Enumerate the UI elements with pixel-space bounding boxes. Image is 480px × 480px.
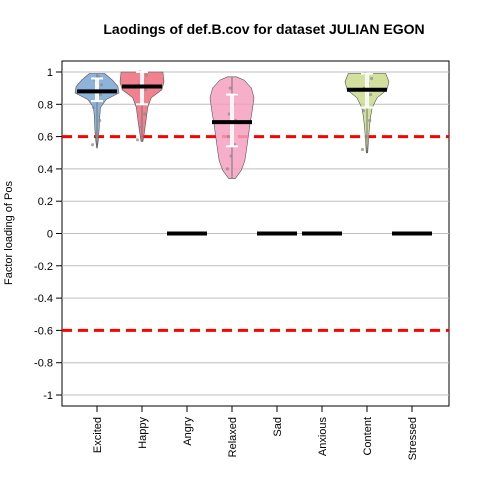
x-axis-ticks: Excited Happy Angry Relaxed Sad Anxious Conten… [92,406,419,460]
y-tick-label: -0.2 [34,261,53,273]
y-tick-label: 0.4 [38,164,53,176]
y-tick-label: 0.6 [38,132,53,144]
grid-lines [62,71,449,396]
data-point [135,138,140,142]
data-point [369,76,374,81]
data-point [144,73,149,77]
y-tick-label: 1 [47,67,53,79]
data-point [225,167,230,171]
x-tick-label: Happy [137,417,149,449]
y-tick-label: 0.2 [38,196,53,208]
violin-group [344,72,390,154]
x-tick-label: Content [362,417,374,456]
data-point [144,88,148,92]
y-axis-title: Factor loading of Pos [3,181,15,285]
reference-lines [62,135,449,332]
data-point [94,131,98,135]
data-point [226,135,230,139]
data-point [364,135,368,139]
data-point [99,93,103,97]
data-point [90,143,95,147]
y-tick-label: 0 [47,229,53,241]
x-tick-label: Stressed [407,417,419,460]
data-point [98,118,102,123]
violin-group [119,70,165,142]
data-point [360,147,365,152]
x-tick-label: Excited [92,417,104,453]
data-point [368,118,372,123]
y-tick-label: 0.8 [38,99,53,111]
data-point [229,154,233,158]
x-tick-label: Anxious [317,417,329,457]
data-point [91,105,95,110]
chart-title: Laodings of def.B.cov for dataset JULIAN… [103,21,424,37]
data-point [361,109,365,113]
y-tick-label: -0.4 [34,293,53,305]
x-tick-label: Relaxed [227,417,239,457]
y-tick-label: -1 [43,390,53,402]
violin-group [209,76,255,179]
data-point [143,112,147,116]
y-tick-label: -0.6 [34,325,53,337]
data-point [99,83,104,87]
y-axis-ticks: 1 0.8 0.6 0.4 0.2 0 -0.2 -0.4 -0.6 -0.8 -1 [34,67,62,402]
y-tick-label: -0.8 [34,358,53,370]
data-point [139,125,143,129]
violin-group [74,73,120,149]
violins [74,70,432,236]
x-tick-label: Sad [272,417,284,437]
data-point [369,93,373,97]
x-tick-label: Angry [182,417,194,446]
data-point [228,86,232,90]
